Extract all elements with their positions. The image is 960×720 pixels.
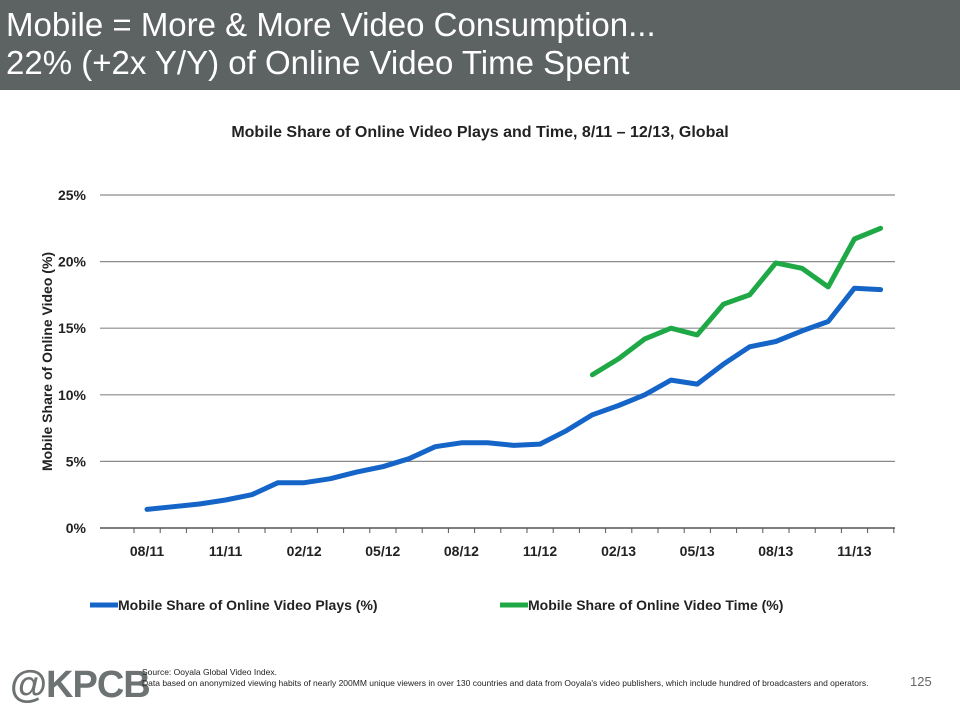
x-tick-label: 02/12	[287, 543, 322, 559]
line-chart: Mobile Share of Online Video Plays and T…	[39, 124, 895, 613]
y-tick-label: 0%	[66, 520, 87, 536]
x-tick-label: 02/13	[601, 543, 636, 559]
x-tick-label: 05/12	[365, 543, 400, 559]
y-axis-label: Mobile Share of Online Video (%)	[39, 252, 55, 471]
legend-label: Mobile Share of Online Video Time (%)	[528, 597, 783, 613]
x-tick-label: 05/13	[680, 543, 715, 559]
x-tick-label: 08/12	[444, 543, 479, 559]
series-line-time	[589, 225, 884, 378]
x-tick-label: 08/11	[130, 543, 164, 559]
legend-label: Mobile Share of Online Video Plays (%)	[118, 597, 378, 613]
y-tick-label: 5%	[66, 453, 87, 469]
kpcb-logo: @KPCB	[10, 664, 151, 706]
y-tick-label: 25%	[58, 187, 87, 203]
x-tick-label: 08/13	[758, 543, 793, 559]
x-tick-label: 11/13	[837, 543, 871, 559]
y-tick-label: 15%	[58, 320, 87, 336]
slide-header: Mobile = More & More Video Consumption..…	[0, 0, 960, 90]
x-tick-label: 11/11	[209, 543, 243, 559]
page-number: 125	[910, 674, 932, 689]
slide-title-line2: 22% (+2x Y/Y) of Online Video Time Spent	[6, 44, 630, 81]
source-line: Source: Ooyala Global Video Index.	[142, 667, 277, 677]
chart-title: Mobile Share of Online Video Plays and T…	[231, 124, 728, 141]
slide-title-line1: Mobile = More & More Video Consumption..…	[6, 6, 656, 43]
y-tick-label: 20%	[58, 254, 87, 270]
source-note: Source: Ooyala Global Video Index. Data …	[142, 667, 882, 688]
y-tick-label: 10%	[58, 387, 87, 403]
source-detail: Data based on anonymized viewing habits …	[142, 677, 869, 688]
x-tick-label: 11/12	[523, 543, 557, 559]
series-line-plays	[144, 285, 884, 512]
